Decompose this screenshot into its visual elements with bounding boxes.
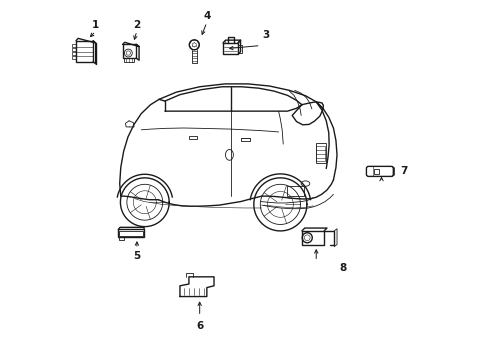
Text: 2: 2 bbox=[133, 20, 140, 30]
Bar bbox=[119, 237, 124, 240]
Bar bbox=[286, 186, 304, 197]
Text: 1: 1 bbox=[92, 20, 99, 30]
Text: 4: 4 bbox=[203, 11, 210, 21]
Bar bbox=[72, 48, 76, 51]
Text: 6: 6 bbox=[196, 320, 203, 330]
Bar bbox=[72, 56, 76, 59]
Bar bbox=[118, 229, 144, 237]
Bar bbox=[373, 169, 378, 174]
Bar bbox=[122, 44, 136, 58]
Bar bbox=[301, 231, 324, 244]
Bar bbox=[223, 43, 238, 54]
Bar bbox=[124, 58, 134, 62]
Bar bbox=[238, 45, 241, 53]
Bar bbox=[72, 44, 76, 47]
Text: 7: 7 bbox=[400, 166, 407, 176]
Bar bbox=[119, 230, 142, 236]
Text: 8: 8 bbox=[339, 263, 346, 273]
Bar bbox=[188, 136, 196, 139]
Bar bbox=[316, 146, 324, 161]
Bar bbox=[315, 143, 325, 163]
Bar bbox=[72, 52, 76, 55]
Bar bbox=[76, 41, 93, 62]
Bar bbox=[241, 138, 249, 140]
Text: 3: 3 bbox=[262, 30, 269, 40]
Text: 5: 5 bbox=[133, 251, 140, 261]
